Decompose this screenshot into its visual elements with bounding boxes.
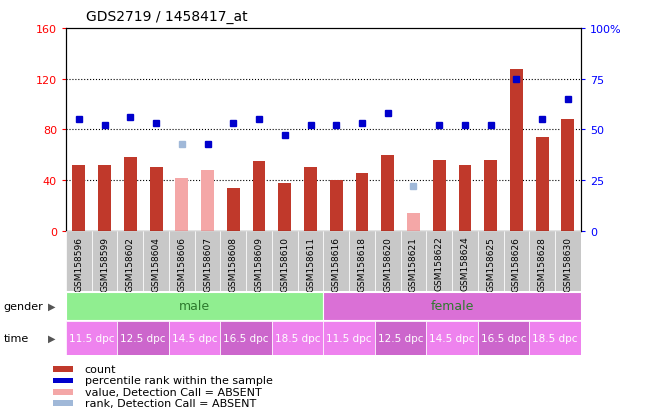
Bar <box>150 168 162 231</box>
Text: GSM158607: GSM158607 <box>203 236 212 291</box>
Text: 11.5 dpc: 11.5 dpc <box>327 333 372 343</box>
Bar <box>279 183 291 231</box>
Text: GSM158599: GSM158599 <box>100 236 109 291</box>
Text: 14.5 dpc: 14.5 dpc <box>430 333 475 343</box>
Text: 12.5 dpc: 12.5 dpc <box>378 333 423 343</box>
Text: GSM158625: GSM158625 <box>486 236 495 291</box>
Text: 18.5 dpc: 18.5 dpc <box>533 333 578 343</box>
Text: GSM158622: GSM158622 <box>435 236 444 291</box>
Bar <box>227 188 240 231</box>
Text: GSM158621: GSM158621 <box>409 236 418 291</box>
Bar <box>201 171 214 231</box>
Text: GSM158616: GSM158616 <box>332 236 341 291</box>
Text: GSM158618: GSM158618 <box>358 236 366 291</box>
Bar <box>433 160 446 231</box>
Bar <box>562 120 574 231</box>
Bar <box>66 231 92 291</box>
Bar <box>169 231 195 291</box>
Bar <box>124 158 137 231</box>
Bar <box>304 168 317 231</box>
Bar <box>220 231 246 291</box>
Bar <box>478 231 504 291</box>
Bar <box>381 155 394 231</box>
Bar <box>272 321 323 355</box>
Bar <box>529 321 581 355</box>
Text: GSM158624: GSM158624 <box>461 236 469 291</box>
Bar <box>529 231 555 291</box>
Bar <box>272 231 298 291</box>
Bar <box>73 166 85 231</box>
Bar <box>323 321 375 355</box>
Text: 16.5 dpc: 16.5 dpc <box>224 333 269 343</box>
Text: GSM158628: GSM158628 <box>538 236 546 291</box>
Bar <box>53 389 73 395</box>
Text: male: male <box>179 299 211 313</box>
Bar <box>246 231 272 291</box>
Text: 14.5 dpc: 14.5 dpc <box>172 333 217 343</box>
Bar <box>478 321 529 355</box>
Bar <box>220 321 272 355</box>
Text: GSM158620: GSM158620 <box>383 236 392 291</box>
Text: GSM158609: GSM158609 <box>255 236 263 291</box>
Text: 18.5 dpc: 18.5 dpc <box>275 333 320 343</box>
Bar <box>426 231 452 291</box>
Bar <box>66 321 117 355</box>
Text: 12.5 dpc: 12.5 dpc <box>121 333 166 343</box>
Bar <box>53 400 73 406</box>
Bar <box>92 231 117 291</box>
Bar <box>407 214 420 231</box>
Text: GSM158606: GSM158606 <box>178 236 186 291</box>
Bar <box>323 231 349 291</box>
Text: 16.5 dpc: 16.5 dpc <box>481 333 526 343</box>
Bar <box>375 231 401 291</box>
Bar <box>323 292 581 320</box>
Bar <box>401 231 426 291</box>
Text: time: time <box>3 333 28 343</box>
Text: GSM158611: GSM158611 <box>306 236 315 291</box>
Bar <box>117 321 169 355</box>
Bar <box>356 173 368 231</box>
Bar <box>510 69 523 231</box>
Bar <box>169 321 220 355</box>
Text: ▶: ▶ <box>48 301 55 311</box>
Text: count: count <box>84 364 116 374</box>
Text: GSM158596: GSM158596 <box>75 236 83 291</box>
Bar <box>536 138 548 231</box>
Text: percentile rank within the sample: percentile rank within the sample <box>84 375 273 385</box>
Text: GSM158610: GSM158610 <box>280 236 289 291</box>
Bar <box>253 162 265 231</box>
Text: 11.5 dpc: 11.5 dpc <box>69 333 114 343</box>
Bar <box>176 178 188 231</box>
Text: female: female <box>430 299 474 313</box>
Bar <box>53 377 73 383</box>
Bar <box>330 180 343 231</box>
Bar <box>53 366 73 372</box>
Bar <box>143 231 169 291</box>
Bar <box>484 160 497 231</box>
Bar <box>452 231 478 291</box>
Bar <box>349 231 375 291</box>
Bar <box>504 231 529 291</box>
Text: GSM158604: GSM158604 <box>152 236 160 291</box>
Bar <box>66 292 323 320</box>
Bar <box>555 231 581 291</box>
Bar <box>426 321 478 355</box>
Text: GSM158608: GSM158608 <box>229 236 238 291</box>
Bar <box>298 231 323 291</box>
Bar <box>195 231 220 291</box>
Text: GSM158626: GSM158626 <box>512 236 521 291</box>
Bar <box>375 321 426 355</box>
Text: GDS2719 / 1458417_at: GDS2719 / 1458417_at <box>86 10 248 24</box>
Text: rank, Detection Call = ABSENT: rank, Detection Call = ABSENT <box>84 398 256 408</box>
Text: gender: gender <box>3 301 43 311</box>
Text: ▶: ▶ <box>48 333 55 343</box>
Text: GSM158630: GSM158630 <box>564 236 572 291</box>
Text: GSM158602: GSM158602 <box>126 236 135 291</box>
Bar <box>117 231 143 291</box>
Text: value, Detection Call = ABSENT: value, Detection Call = ABSENT <box>84 387 261 397</box>
Bar <box>98 166 111 231</box>
Bar <box>459 166 471 231</box>
